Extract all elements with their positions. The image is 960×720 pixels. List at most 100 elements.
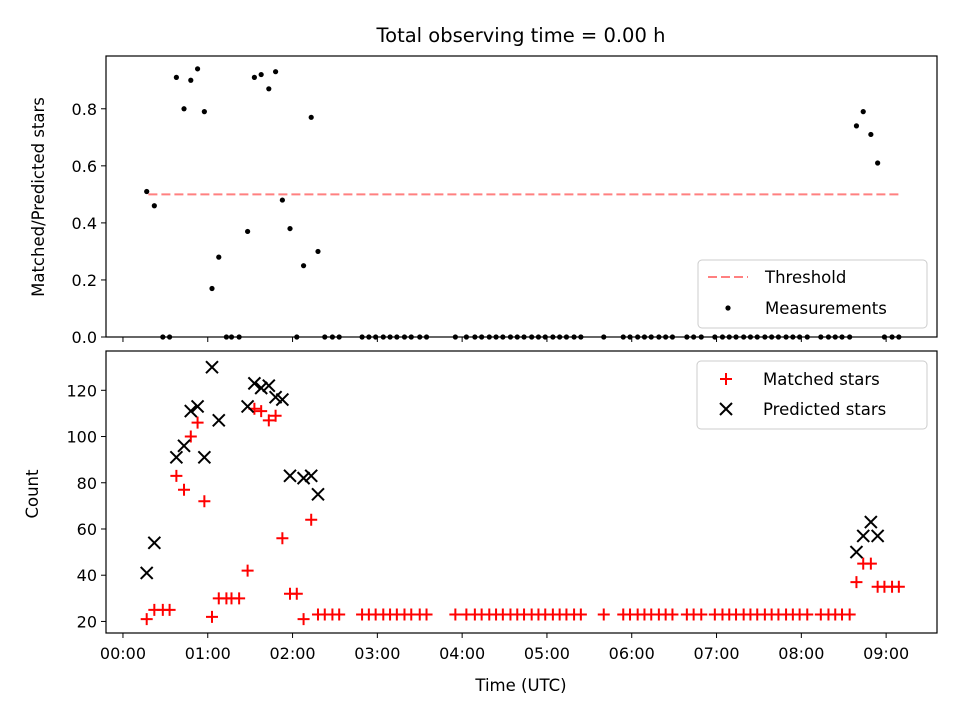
- measurement-point: [853, 123, 860, 129]
- matched-star-marker: [290, 587, 303, 600]
- top-legend: Threshold Measurements: [697, 259, 928, 329]
- measurement-point: [151, 203, 157, 209]
- top-plot-area: 0.0 0.2 0.4 0.6 0.8: [72, 66, 902, 347]
- measurement-point: [194, 66, 201, 72]
- matched-stars-legend-swatch: [720, 373, 732, 385]
- measurement-point: [209, 285, 215, 292]
- matched-star-marker: [864, 557, 877, 570]
- matched-star-marker: [801, 608, 814, 621]
- measurement-point: [860, 109, 866, 115]
- predicted-star-marker: [205, 360, 219, 374]
- x-tick-label: 05:00: [524, 644, 570, 663]
- predicted-star-marker: [212, 413, 226, 428]
- x-tick-label: 00:00: [100, 644, 146, 663]
- predicted-star-marker: [296, 471, 311, 485]
- matched-star-marker: [305, 513, 318, 526]
- predicted-star-marker: [275, 392, 290, 407]
- matched-star-marker: [184, 430, 197, 443]
- predicted-star-marker: [139, 566, 154, 580]
- measurement-point: [315, 248, 321, 255]
- measurement-point: [216, 254, 222, 260]
- predicted-stars-legend-swatch: [719, 402, 733, 416]
- top-legend-box: [697, 259, 928, 329]
- predicted-star-marker: [240, 399, 255, 414]
- measurements-legend-swatch: [725, 305, 731, 311]
- threshold-legend-label: Threshold: [764, 268, 846, 287]
- bottom-y-axis-label: Count: [23, 469, 42, 519]
- predicted-star-marker: [147, 536, 162, 550]
- matched-star-marker: [191, 416, 204, 429]
- top-y-axis-label: Matched/Predicted stars: [29, 97, 48, 297]
- predicted-star-marker: [849, 545, 864, 559]
- matched-star-marker: [333, 608, 346, 621]
- x-tick-label: 01:00: [185, 644, 231, 663]
- predicted-star-marker: [177, 439, 191, 453]
- y-tick-label: 0.2: [72, 271, 97, 290]
- measurements-legend-label: Measurements: [765, 299, 887, 318]
- y-tick-label: 0.0: [72, 328, 97, 347]
- predicted-star-marker: [254, 381, 268, 395]
- measurement-point: [188, 77, 194, 83]
- measurement-point: [308, 114, 314, 120]
- x-tick-label: 09:00: [863, 644, 909, 663]
- measurement-point: [279, 197, 285, 203]
- matched-star-marker: [262, 414, 275, 427]
- bottom-axes-frame: [105, 350, 938, 634]
- measurement-point: [272, 69, 279, 75]
- x-tick-label: 02:00: [269, 644, 315, 663]
- matched-star-marker: [170, 469, 183, 482]
- top-axes-frame: [105, 55, 938, 338]
- measurement-point: [868, 131, 874, 138]
- measurement-point: [300, 263, 307, 269]
- measurement-point: [245, 228, 251, 235]
- matched-star-marker: [233, 592, 246, 605]
- matched-star-marker: [241, 564, 254, 577]
- matched-star-marker: [140, 613, 153, 626]
- matched-star-marker: [666, 608, 679, 621]
- predicted-star-marker: [247, 376, 262, 391]
- predicted-star-marker: [304, 469, 318, 483]
- bottom-legend-box: [696, 360, 928, 430]
- matched-star-marker: [178, 483, 191, 496]
- predicted-star-marker: [311, 487, 325, 502]
- predicted-star-marker: [169, 450, 184, 465]
- measurement-point: [181, 106, 187, 112]
- y-tick-label: 0.4: [72, 214, 97, 233]
- x-tick-label: 03:00: [354, 644, 400, 663]
- matched-star-marker: [597, 608, 610, 621]
- bottom-legend: Matched stars Predicted stars: [696, 360, 928, 430]
- y-tick-label: 60: [77, 520, 97, 539]
- y-tick-label: 100: [66, 428, 97, 447]
- predicted-star-marker: [190, 399, 205, 414]
- matched-star-marker: [843, 608, 856, 621]
- matched-star-marker: [198, 495, 211, 508]
- measurement-point: [173, 74, 179, 80]
- y-tick-label: 0.6: [72, 157, 97, 176]
- y-tick-label: 120: [66, 381, 97, 400]
- y-tick-label: 40: [77, 566, 97, 585]
- x-tick-label: 06:00: [609, 644, 655, 663]
- predicted-stars-legend-label: Predicted stars: [763, 400, 886, 419]
- matched-stars-legend-label: Matched stars: [763, 370, 880, 389]
- bottom-plot-area: 00:00 01:00 02:00 03:00 04:00 05:00 06:00 07:00…: [66, 360, 909, 663]
- matched-star-marker: [255, 405, 268, 418]
- predicted-star-marker: [856, 529, 870, 543]
- measurement-point: [287, 225, 293, 232]
- predicted-star-marker: [184, 404, 198, 418]
- matched-star-marker: [420, 608, 433, 621]
- matched-star-marker: [449, 608, 462, 621]
- matched-star-marker: [574, 608, 587, 621]
- y-tick-label: 0.8: [72, 100, 97, 119]
- matched-star-marker: [297, 613, 310, 626]
- measurement-point: [201, 109, 207, 115]
- matched-star-marker: [205, 610, 218, 623]
- matched-star-marker: [850, 576, 863, 589]
- top-panel: Total observing time = 0.00 h Matched/Pr…: [29, 24, 938, 347]
- measurement-point: [258, 71, 264, 78]
- matched-star-marker: [163, 603, 176, 616]
- measurement-point: [144, 188, 150, 195]
- bottom-panel: Count Time (UTC) 00:00 01:00 02:00 03:00 04:…: [23, 350, 938, 695]
- matched-star-marker: [892, 580, 905, 593]
- predicted-star-marker: [870, 529, 885, 543]
